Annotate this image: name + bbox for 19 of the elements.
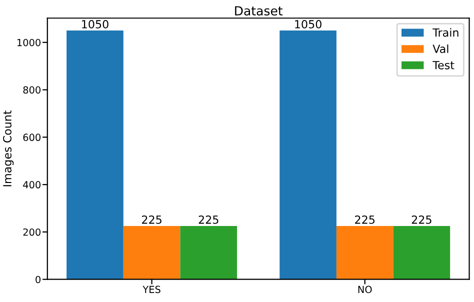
data-label: 225 [355, 215, 374, 224]
chart-title: Dataset [235, 6, 283, 16]
y-tick-label: 200 [23, 228, 41, 236]
legend-label: Test [432, 61, 454, 70]
y-tick-label: 600 [23, 134, 41, 142]
data-label: 1050 [295, 20, 322, 28]
y-axis-title: Images Count [3, 110, 14, 186]
legend-label: Train [432, 28, 458, 37]
legend-label: Val [432, 44, 448, 54]
y-tick-label: 0 [36, 276, 41, 284]
y-tick-label: 800 [23, 86, 41, 94]
data-label: 225 [198, 215, 218, 224]
x-tick-label: YES [142, 286, 160, 294]
data-label: 1050 [82, 20, 108, 28]
data-label: 225 [142, 215, 162, 224]
x-tick-label: NO [358, 286, 372, 294]
y-tick-label: 1000 [17, 38, 41, 46]
y-tick-label: 400 [23, 181, 41, 188]
data-label: 225 [412, 215, 432, 224]
